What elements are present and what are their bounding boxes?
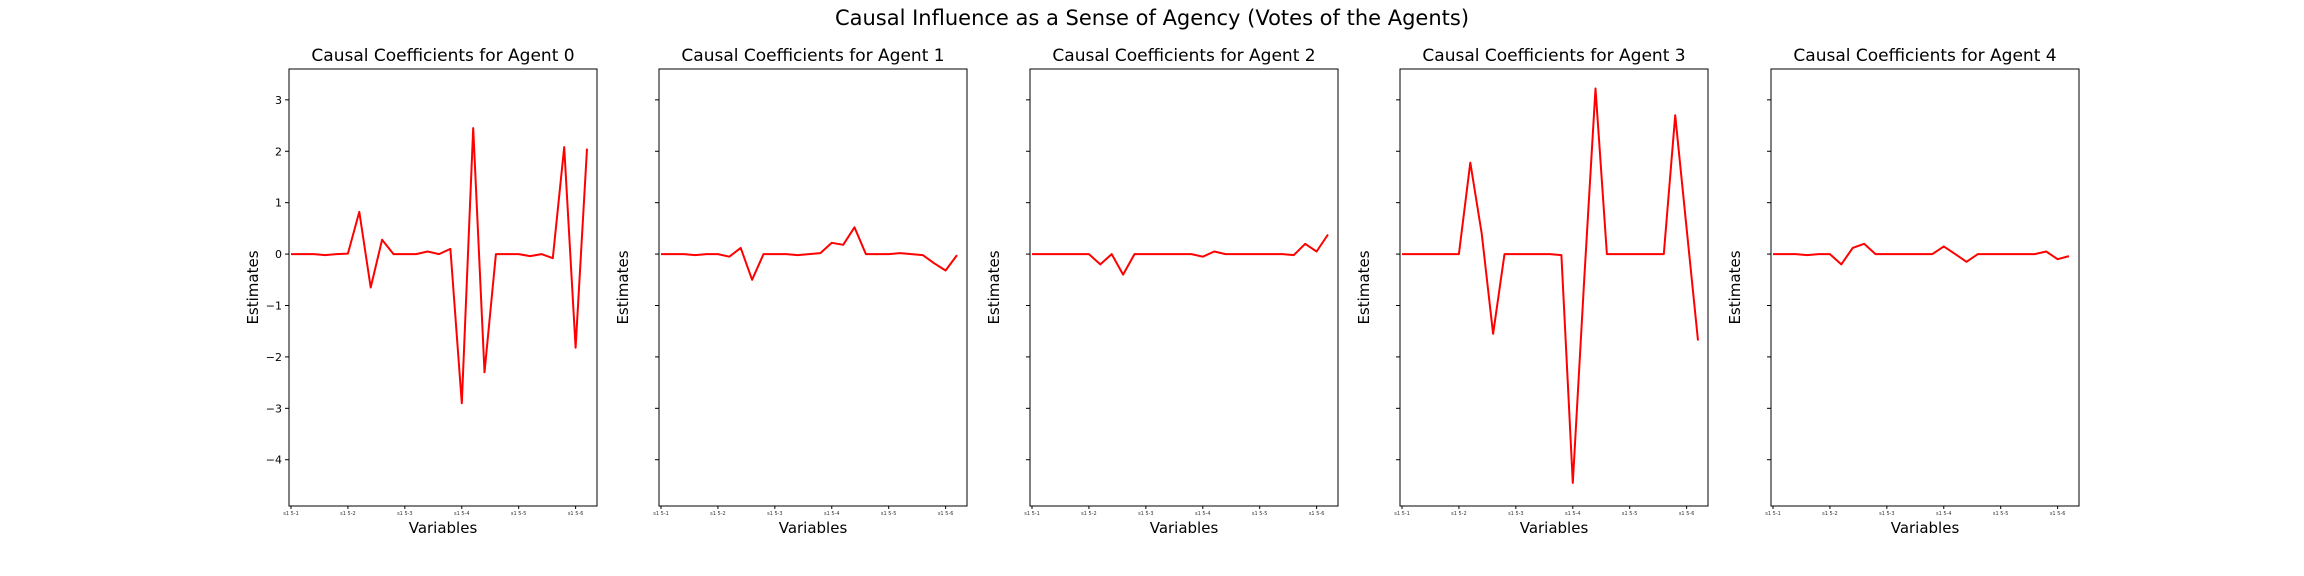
xtick-label-2-3: s1 5-4 bbox=[1195, 511, 1211, 517]
panel-title-2: Causal Coefficients for Agent 2 bbox=[1052, 46, 1315, 66]
xtick-label-3-0: s1 5-1 bbox=[1394, 511, 1410, 517]
ytick-label-0-5: 1 bbox=[275, 197, 282, 210]
y-axis-label-3: Estimates bbox=[1355, 250, 1373, 324]
xtick-label-2-1: s1 5-2 bbox=[1081, 511, 1097, 517]
xtick-label-3-3: s1 5-4 bbox=[1565, 511, 1581, 517]
xtick-label-0-2: s1 5-3 bbox=[397, 511, 413, 517]
axes-frame-4 bbox=[1770, 68, 2080, 507]
panel-title-0: Causal Coefficients for Agent 0 bbox=[311, 46, 574, 66]
xtick-label-1-4: s1 5-5 bbox=[881, 511, 897, 517]
axes-frame-1 bbox=[658, 68, 968, 507]
xtick-label-0-5: s1 5-6 bbox=[568, 511, 584, 517]
xtick-label-1-3: s1 5-4 bbox=[824, 511, 840, 517]
xtick-label-2-0: s1 5-1 bbox=[1024, 511, 1040, 517]
x-axis-label-3: Variables bbox=[1520, 519, 1589, 537]
axes-frame-0 bbox=[288, 68, 598, 507]
xtick-label-2-2: s1 5-3 bbox=[1138, 511, 1154, 517]
xtick-label-2-5: s1 5-6 bbox=[1309, 511, 1325, 517]
ytick-label-0-0: −4 bbox=[266, 454, 282, 467]
xtick-label-4-1: s1 5-2 bbox=[1822, 511, 1838, 517]
xtick-label-4-4: s1 5-5 bbox=[1993, 511, 2009, 517]
ytick-label-0-2: −2 bbox=[266, 351, 282, 364]
y-axis-label-1: Estimates bbox=[614, 250, 632, 324]
y-axis-label-4: Estimates bbox=[1726, 250, 1744, 324]
ytick-label-0-4: 0 bbox=[275, 248, 282, 261]
x-axis-label-1: Variables bbox=[779, 519, 848, 537]
xtick-label-1-2: s1 5-3 bbox=[767, 511, 783, 517]
xtick-label-3-1: s1 5-2 bbox=[1451, 511, 1467, 517]
axes-frame-3 bbox=[1399, 68, 1709, 507]
ytick-label-0-3: −1 bbox=[266, 299, 282, 312]
ytick-label-0-1: −3 bbox=[266, 402, 282, 415]
panel-title-3: Causal Coefficients for Agent 3 bbox=[1422, 46, 1685, 66]
ytick-label-0-7: 3 bbox=[275, 94, 282, 107]
x-axis-label-2: Variables bbox=[1150, 519, 1219, 537]
xtick-label-0-0: s1 5-1 bbox=[283, 511, 299, 517]
series-line-3 bbox=[1402, 87, 1699, 484]
xtick-label-0-4: s1 5-5 bbox=[511, 511, 527, 517]
series-line-4 bbox=[1773, 242, 2070, 266]
y-axis-label-2: Estimates bbox=[985, 250, 1003, 324]
xtick-label-4-0: s1 5-1 bbox=[1765, 511, 1781, 517]
panel-title-1: Causal Coefficients for Agent 1 bbox=[681, 46, 944, 66]
xtick-label-3-2: s1 5-3 bbox=[1508, 511, 1524, 517]
xtick-label-1-1: s1 5-2 bbox=[710, 511, 726, 517]
x-axis-label-0: Variables bbox=[409, 519, 478, 537]
xtick-label-0-3: s1 5-4 bbox=[454, 511, 470, 517]
xtick-label-4-2: s1 5-3 bbox=[1879, 511, 1895, 517]
xtick-label-1-0: s1 5-1 bbox=[653, 511, 669, 517]
x-axis-label-4: Variables bbox=[1891, 519, 1960, 537]
xtick-label-4-5: s1 5-6 bbox=[2050, 511, 2066, 517]
series-line-2 bbox=[1032, 233, 1329, 276]
xtick-label-3-4: s1 5-5 bbox=[1622, 511, 1638, 517]
xtick-label-2-4: s1 5-5 bbox=[1252, 511, 1268, 517]
y-axis-label-0: Estimates bbox=[244, 250, 262, 324]
series-line-1 bbox=[661, 226, 958, 281]
ytick-label-0-6: 2 bbox=[275, 145, 282, 158]
xtick-label-0-1: s1 5-2 bbox=[340, 511, 356, 517]
series-line-0 bbox=[291, 127, 588, 405]
axes-frame-2 bbox=[1029, 68, 1339, 507]
xtick-label-1-5: s1 5-6 bbox=[938, 511, 954, 517]
xtick-label-4-3: s1 5-4 bbox=[1936, 511, 1952, 517]
figure-title: Causal Influence as a Sense of Agency (V… bbox=[834, 6, 1470, 30]
xtick-label-3-5: s1 5-6 bbox=[1679, 511, 1695, 517]
panel-title-4: Causal Coefficients for Agent 4 bbox=[1793, 46, 2056, 66]
